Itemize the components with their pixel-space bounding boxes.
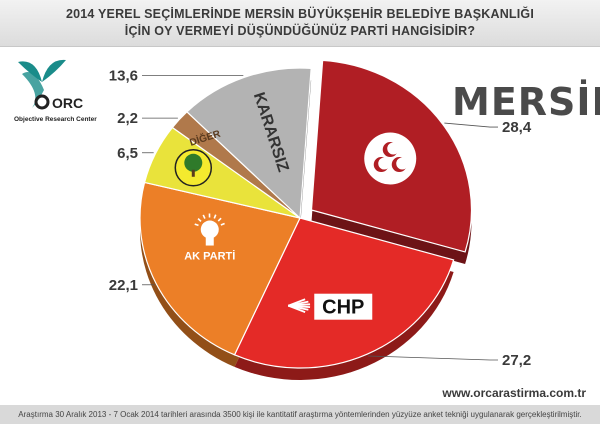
tree-icon (174, 149, 213, 187)
value-label: 2,2 (117, 110, 138, 127)
orc-logo-mark-icon: ORC (18, 59, 83, 111)
footnote: Araştırma 30 Aralık 2013 - 7 Ocak 2014 t… (0, 405, 600, 424)
leader-line (367, 355, 498, 361)
value-label: 27,2 (502, 352, 531, 369)
pie-slice-ak-parti- (139, 181, 301, 356)
logo-caption: Objective Research Center (14, 116, 97, 123)
pie-slice-chp (233, 217, 455, 369)
chp-arrows-icon (287, 298, 311, 313)
value-label: 28,4 (502, 119, 532, 136)
chp-label-box (314, 293, 373, 320)
region-title: MERSİN (452, 80, 600, 124)
website-link[interactable]: www.orcarastirma.com.tr (442, 386, 586, 400)
value-label: 13,6 (109, 68, 138, 85)
slice-label: CHP (322, 297, 364, 319)
lightbulb-icon (194, 213, 225, 246)
pie-slice-kararsiz (186, 67, 312, 220)
logo-text: ORC (52, 95, 83, 111)
leader-line (444, 122, 498, 128)
value-label: 22,1 (109, 277, 138, 294)
slice-label: AK PARTİ (184, 250, 235, 263)
crescents-icon (364, 132, 417, 185)
orc-logo: ORC (12, 56, 98, 126)
chart-title-line-1: 2014 YEREL SEÇİMLERİNDE MERSİN BÜYÜKŞEHİ… (65, 7, 535, 21)
title-band: 2014 YEREL SEÇİMLERİNDE MERSİN BÜYÜKŞEHİ… (0, 0, 600, 47)
chart-title-line-2: İÇİN OY VERMEYİ DÜŞÜNDÜĞÜNÜZ PARTİ HANGİ… (124, 24, 476, 38)
value-label: 6,5 (117, 145, 138, 162)
